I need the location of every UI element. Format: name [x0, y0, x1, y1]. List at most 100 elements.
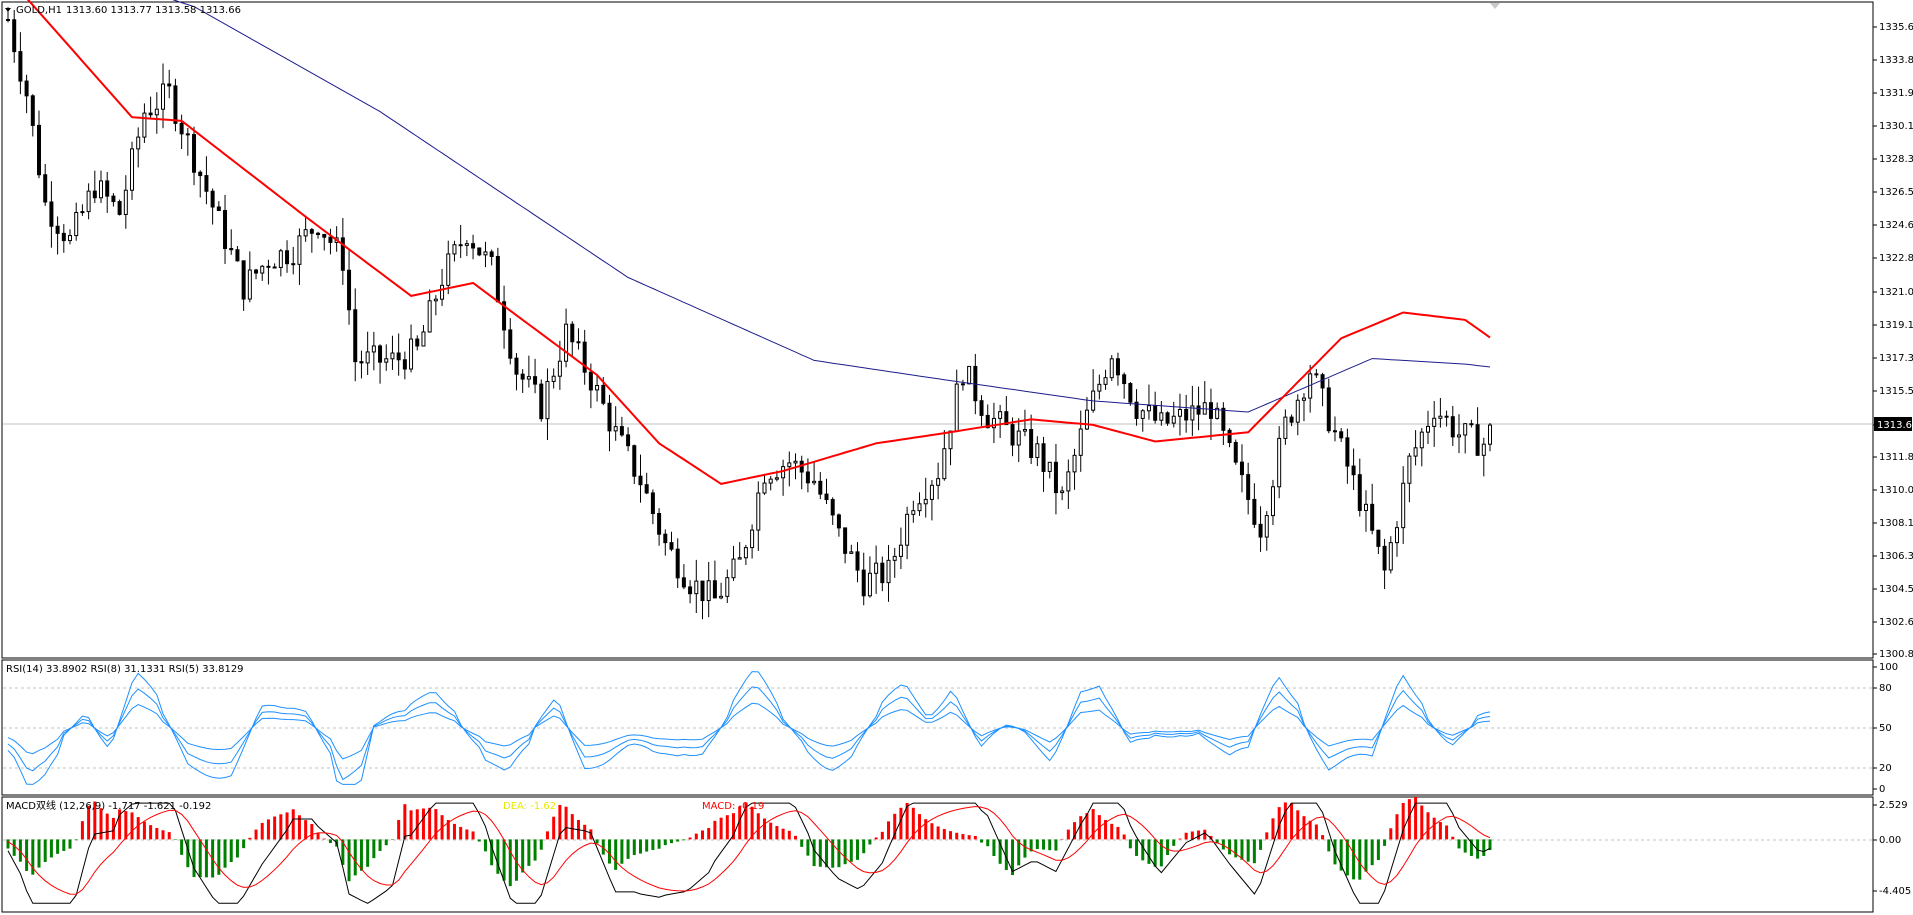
macd-histogram-bar [545, 831, 549, 840]
candle-body [99, 180, 104, 199]
macd-histogram-bar [800, 839, 804, 847]
rsi-panel[interactable] [1, 659, 1874, 796]
candle-body [787, 462, 792, 468]
macd-histogram-bar [682, 839, 686, 841]
candle-body [452, 244, 457, 255]
macd-histogram-bar [415, 809, 419, 840]
candle-body [483, 251, 488, 256]
rsi-line-2 [7, 671, 1491, 785]
macd-level-label: -4.405 [1879, 886, 1911, 897]
macd-histogram-bar [527, 839, 531, 866]
macd-histogram-bar [31, 839, 35, 875]
macd-histogram-bar [856, 839, 860, 860]
macd-histogram-bar [1407, 799, 1411, 840]
candle-body [68, 235, 73, 242]
candle-body [1029, 429, 1034, 459]
candle-body [954, 383, 959, 432]
candle-body [409, 338, 414, 370]
macd-histogram-bar [1302, 816, 1306, 840]
candle-body [1053, 461, 1058, 494]
candle-body [1488, 424, 1492, 445]
candle-body [1246, 474, 1251, 500]
macd-histogram-bar [980, 839, 984, 843]
triangle-down-icon[interactable] [5, 8, 11, 12]
price-tick-label: 1315.50 [1879, 386, 1913, 397]
macd-histogram-bar [229, 839, 233, 863]
macd-histogram-bar [1215, 839, 1219, 844]
candle-body [495, 255, 500, 303]
candle-body [564, 323, 569, 362]
candle-body [942, 448, 947, 480]
macd-level-label: 0.00 [1879, 835, 1901, 846]
candle-body [867, 572, 872, 597]
macd-histogram-bar [831, 839, 835, 868]
price-tick-label: 1317.30 [1879, 353, 1913, 364]
candle-body [1425, 425, 1430, 433]
macd-histogram-bar [607, 839, 611, 864]
rsi-level-label: 0 [1879, 784, 1885, 795]
macd-histogram-bar [378, 839, 382, 851]
candle-body [737, 557, 742, 560]
macd-histogram-bar [620, 839, 624, 864]
chart-shift-marker-icon[interactable] [1490, 3, 1500, 9]
candle-body [49, 201, 54, 227]
candle-body [886, 559, 891, 584]
candle-body [384, 358, 389, 363]
candle-body [316, 232, 321, 236]
macd-histogram-bar [428, 807, 432, 840]
macd-histogram-bar [1438, 822, 1442, 840]
candle-body [502, 301, 507, 331]
macd-histogram-bar [1290, 803, 1294, 840]
candle-body [446, 253, 451, 286]
price-tick-label: 1304.50 [1879, 584, 1913, 595]
candle-body [1233, 441, 1238, 463]
candle-body [1041, 443, 1046, 472]
price-tick-label: 1302.65 [1879, 617, 1913, 628]
candle-body [725, 577, 730, 597]
rsi-lines-layer [7, 671, 1491, 785]
macd-histogram-bar [570, 814, 574, 840]
candle-body [1035, 443, 1040, 459]
candle-body [359, 361, 364, 364]
main-chart-panel[interactable] [1, 1, 1874, 659]
candle-body [756, 492, 761, 531]
candle-body [167, 83, 172, 87]
macd-histogram-bar [1395, 814, 1399, 840]
macd-histogram-bar [899, 807, 903, 840]
macd-histogram-bar [998, 839, 1002, 864]
macd-histogram-bar [1376, 839, 1380, 861]
price-tick-label: 1319.15 [1879, 320, 1913, 331]
macd-histogram-bar [1308, 820, 1312, 840]
candle-body [1289, 416, 1294, 423]
macd-histogram-bar [434, 809, 438, 840]
candle-body [551, 375, 556, 382]
candle-body [1215, 407, 1220, 419]
candle-body [533, 376, 538, 385]
candle-body [1208, 402, 1213, 419]
candle-body [805, 471, 810, 484]
macd-histogram-bar [1153, 839, 1157, 867]
candle-body [1134, 401, 1139, 419]
macd-histogram-bar [167, 832, 171, 840]
macd-histogram-bar [180, 839, 184, 855]
candle-body [812, 480, 817, 484]
macd-histogram-bar [589, 829, 593, 840]
candle-body [1270, 486, 1275, 517]
current-price-value: 1313.66 [1877, 420, 1913, 431]
macd-histogram-bar [310, 823, 314, 840]
candle-body [1165, 412, 1170, 424]
macd-histogram-bar [12, 839, 16, 856]
macd-panel[interactable] [1, 796, 1874, 913]
candle-body [1388, 542, 1393, 571]
candle-body [1022, 429, 1027, 432]
candle-body [929, 484, 934, 500]
macd-histogram-bar [887, 821, 891, 840]
macd-histogram-bar [1017, 839, 1021, 866]
macd-histogram-bar [657, 839, 661, 849]
macd-histogram-bar [812, 839, 816, 867]
candle-body [768, 478, 773, 484]
candle-body [340, 237, 345, 271]
macd-histogram-bar [905, 802, 909, 840]
macd-histogram-bar [893, 813, 897, 840]
